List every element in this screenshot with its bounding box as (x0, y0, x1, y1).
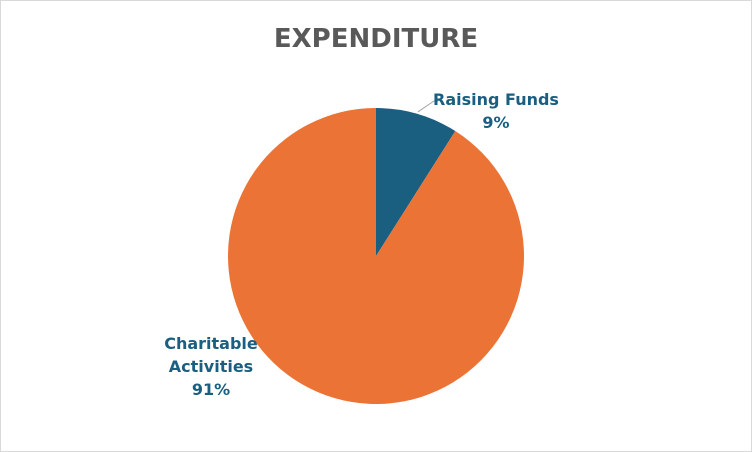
data-label-name-charitable-activities: Activities (169, 357, 253, 376)
pie-labels: Raising Funds 9% Charitable Activities 91% (164, 90, 559, 399)
chart-title: EXPENDITURE (274, 24, 478, 54)
pie-slice-raising-funds (376, 108, 456, 256)
pie-slices (227, 107, 524, 404)
pie-slice-charitable-activities (227, 107, 524, 404)
data-label-percent-raising-funds: 9% (482, 113, 509, 132)
data-label-percent-charitable-activities: 91% (192, 380, 230, 399)
leader-line-raising-funds (417, 100, 438, 113)
data-label-name-charitable-activities: Charitable (164, 334, 258, 353)
data-label-name-raising-funds: Raising Funds (433, 90, 559, 109)
